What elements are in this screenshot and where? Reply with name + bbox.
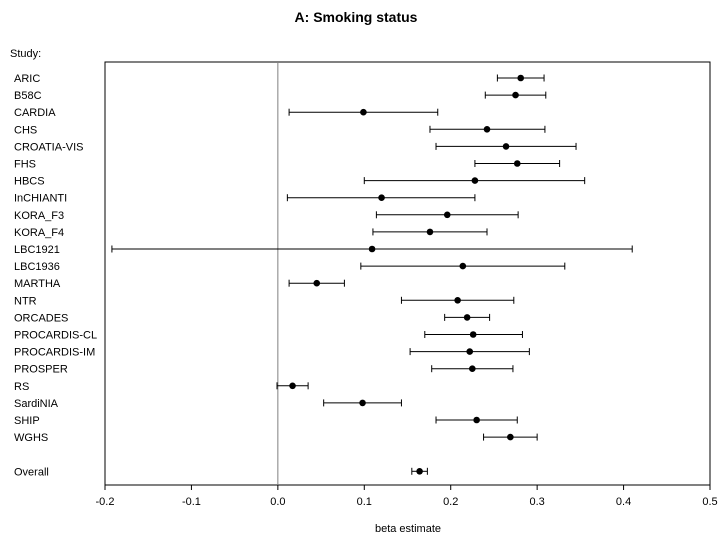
chart-title: A: Smoking status (295, 9, 418, 25)
study-label: CHS (14, 124, 37, 136)
estimate-point (443, 211, 451, 219)
estimate-point (416, 468, 423, 475)
study-label: PROCARDIS-IM (14, 347, 95, 359)
study-label: PROCARDIS-CL (14, 330, 97, 342)
study-row: Overall (14, 466, 428, 478)
estimate-point (473, 416, 480, 424)
study-label: ARIC (14, 73, 40, 85)
study-row: InCHIANTI (14, 193, 476, 205)
estimate-point (512, 91, 519, 99)
study-label: LBC1936 (14, 261, 60, 273)
estimate-point (469, 365, 476, 373)
study-row: KORA_F4 (14, 227, 488, 239)
study-label: SardiNIA (14, 398, 59, 410)
study-row: LBC1936 (14, 261, 566, 273)
study-row: PROSPER (14, 364, 514, 376)
study-label: NTR (14, 295, 37, 307)
x-tick-label: 0.1 (357, 496, 372, 508)
study-label: CROATIA-VIS (14, 141, 83, 153)
study-row: LBC1921 (14, 244, 633, 256)
study-label: SHIP (14, 415, 40, 427)
estimate-point (466, 348, 474, 355)
estimate-point (360, 108, 367, 116)
study-row: B58C (14, 90, 547, 102)
study-row: WGHS (14, 432, 538, 444)
study-label: LBC1921 (14, 244, 60, 256)
x-tick-label: 0.5 (702, 496, 717, 508)
study-row: ORCADES (14, 312, 491, 324)
study-label: ORCADES (14, 312, 68, 324)
study-rows: ARIC B58C CARDIA CHS CROATIA-VIS FHS HBCS InCHI… (14, 73, 633, 478)
study-row: RS (14, 381, 309, 393)
estimate-point (454, 297, 461, 304)
study-label: CARDIA (14, 107, 56, 119)
estimate-point (463, 314, 471, 321)
study-label: InCHIANTI (14, 193, 67, 205)
study-row: ARIC (14, 73, 545, 85)
estimate-point (507, 433, 514, 441)
estimate-point (502, 143, 510, 150)
estimate-point (289, 382, 296, 390)
x-axis: -0.2 -0.1 0.0 0.1 0.2 0.3 0.4 0.5 (96, 485, 718, 508)
study-label: MARTHA (14, 278, 61, 290)
study-label: B58C (14, 90, 42, 102)
estimate-point (459, 262, 467, 270)
x-tick-label: -0.2 (96, 496, 115, 508)
study-row: SHIP (14, 415, 518, 427)
study-row: CROATIA-VIS (14, 141, 577, 153)
study-label: PROSPER (14, 364, 68, 376)
estimate-point (471, 177, 479, 184)
study-label: KORA_F3 (14, 210, 64, 222)
study-row: PROCARDIS-CL (14, 330, 523, 342)
x-tick-label: 0.0 (270, 496, 285, 508)
estimate-point (359, 399, 366, 407)
study-header: Study: (10, 48, 41, 60)
x-axis-label: beta estimate (375, 523, 441, 535)
plot-frame (104, 61, 711, 486)
estimate-point (517, 74, 525, 82)
study-row: PROCARDIS-IM (14, 347, 530, 359)
estimate-point (426, 228, 434, 236)
study-label: HBCS (14, 176, 45, 188)
study-label: WGHS (14, 432, 48, 444)
study-row: SardiNIA (14, 398, 402, 410)
estimate-point (378, 194, 385, 201)
estimate-point (469, 331, 477, 338)
x-tick-label: 0.2 (443, 496, 458, 508)
study-label: RS (14, 381, 29, 393)
study-label: Overall (14, 466, 49, 478)
study-row: CHS (14, 124, 546, 136)
x-tick-label: 0.3 (529, 496, 544, 508)
estimate-point (513, 160, 521, 167)
study-row: KORA_F3 (14, 210, 519, 222)
x-tick-label: -0.1 (182, 496, 201, 508)
estimate-point (368, 245, 376, 253)
study-row: NTR (14, 295, 515, 307)
x-tick-label: 0.4 (616, 496, 631, 508)
study-row: MARTHA (14, 278, 345, 290)
study-label: FHS (14, 159, 36, 171)
estimate-point (483, 126, 491, 133)
study-label: KORA_F4 (14, 227, 64, 239)
study-row: FHS (14, 159, 561, 171)
estimate-point (313, 279, 321, 287)
study-row: CARDIA (14, 107, 439, 119)
study-row: HBCS (14, 176, 586, 188)
